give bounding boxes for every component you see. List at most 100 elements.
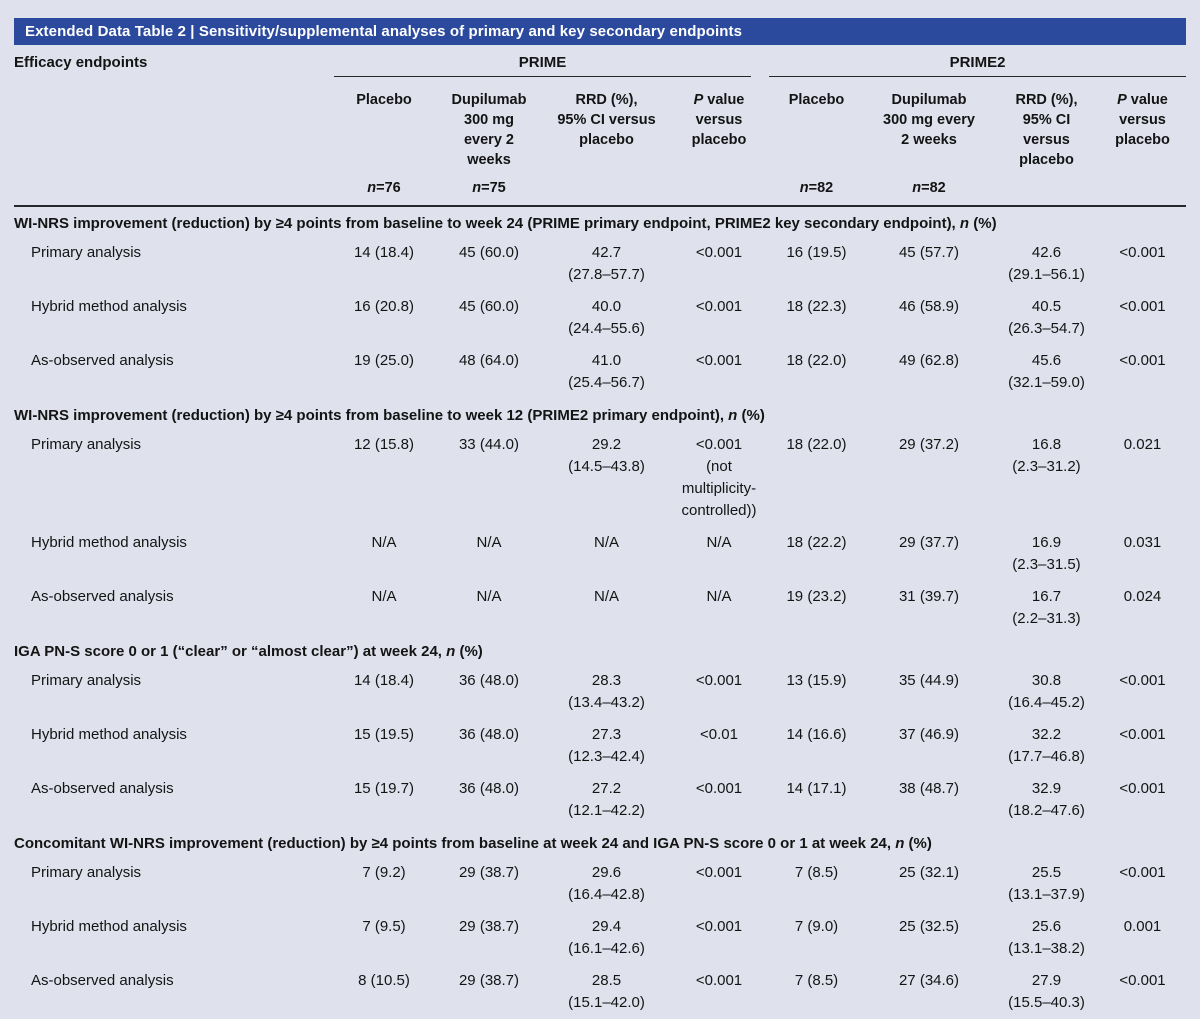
table-cell: 35 (44.9) — [898, 672, 960, 689]
table-cell: 33 (44.0) — [458, 436, 520, 453]
table-cell: 25 (32.1) — [898, 864, 960, 881]
cell-line: Placebo — [788, 92, 845, 108]
cell-line: placebo — [1115, 132, 1170, 148]
table-cell: 45 (60.0) — [458, 244, 520, 261]
group-spanner-prime: PRIME — [334, 54, 751, 77]
table-body: WI-NRS improvement (reduction) by ≥4 poi… — [14, 207, 1186, 1019]
group-spanner-prime2: PRIME2 — [769, 54, 1186, 77]
row-label: As-observed analysis — [31, 972, 174, 989]
cell-line: versus — [1023, 132, 1070, 148]
table-cell: 0.001 — [1123, 918, 1162, 935]
cell-line: Dupilumab — [451, 92, 527, 108]
cell-line: 27.9 — [1031, 972, 1062, 989]
table-cell: 13 (15.9) — [786, 672, 847, 689]
cell-line: RRD (%), — [1015, 92, 1078, 108]
cell-line: 40.5 — [1031, 298, 1062, 315]
table-cell: 16 (19.5) — [786, 244, 847, 261]
table-cell: <0.001 — [695, 352, 743, 369]
cell-line: (2.3–31.5) — [1012, 556, 1081, 573]
cell-line: (26.3–54.7) — [1008, 320, 1085, 337]
table-cell: <0.001 — [695, 244, 743, 261]
cell-line: 45.6 — [1031, 352, 1062, 369]
cell-line: 95% CI — [1022, 112, 1071, 128]
table-cell: 46 (58.9) — [898, 298, 960, 315]
cell-line: (not — [706, 458, 732, 475]
table-cell: 37 (46.9) — [898, 726, 960, 743]
table-cell: 16.7 (2.2–31.3) — [994, 586, 1099, 630]
column-header-prime2-0: Placebo n=82 — [769, 77, 864, 205]
cell-line: (15.5–40.3) — [1008, 994, 1085, 1011]
column-header-prime2-2: RRD (%), 95% CI versus placebo — [994, 77, 1099, 205]
table-cell: N/A — [706, 588, 732, 605]
cell-line: 29.6 — [591, 864, 622, 881]
table-cell: 28.3 (13.4–43.2) — [544, 670, 669, 714]
cell-line: versus — [695, 112, 743, 128]
table-cell: 25.6 (13.1–38.2) — [994, 916, 1099, 960]
table-cell: <0.001 — [1119, 244, 1166, 261]
cell-line: 42.6 — [1031, 244, 1062, 261]
table-cell: 45.6 (32.1–59.0) — [994, 350, 1099, 394]
table-cell: 16.9 (2.3–31.5) — [994, 532, 1099, 576]
column-header-lines: RRD (%), 95% CI versus placebo — [557, 90, 655, 150]
table-cell: 0.021 — [1123, 436, 1162, 453]
table-cell: 31 (39.7) — [898, 588, 960, 605]
table-cell: 19 (23.2) — [786, 588, 847, 605]
cell-line: (13.1–38.2) — [1008, 940, 1085, 957]
table-cell: 25.5 (13.1–37.9) — [994, 862, 1099, 906]
row-label: Hybrid method analysis — [31, 918, 187, 935]
table-cell: 8 (10.5) — [358, 972, 410, 989]
table-cell: <0.001 — [1119, 972, 1166, 989]
cell-line: placebo — [691, 132, 747, 148]
table-cell: <0.001 — [1119, 352, 1166, 369]
table-cell: 38 (48.7) — [898, 780, 960, 797]
row-label: Hybrid method analysis — [31, 298, 187, 315]
table-cell: <0.001 — [695, 918, 743, 935]
cell-line: multiplicity- — [681, 480, 757, 497]
column-header-lines: Dupilumab 300 mg every 2 weeks — [452, 90, 527, 170]
table-title-bar: Extended Data Table 2 | Sensitivity/supp… — [14, 18, 1186, 45]
table-cell: 45 (60.0) — [458, 298, 520, 315]
table-column-headers-row: Placebo n=76 Dupilumab 300 mg every 2 weeks n=… — [14, 77, 1186, 207]
cell-line: (27.8–57.7) — [568, 266, 645, 283]
table-cell: 12 (15.8) — [353, 436, 415, 453]
sample-size-label: n=76 — [367, 180, 401, 196]
cell-line: 2 weeks — [901, 132, 957, 148]
cell-line: Dupilumab — [891, 92, 967, 108]
table-cell: 29 (38.7) — [458, 864, 520, 881]
table-cell: 14 (18.4) — [353, 244, 415, 261]
table-row: Primary analysis 12 (15.8) 33 (44.0) 29.2 (1… — [14, 429, 1186, 527]
cell-line: P value — [1117, 92, 1168, 108]
table-cell: 7 (8.5) — [794, 972, 839, 989]
table-row: Primary analysis 14 (18.4) 36 (48.0) 28.3 (1… — [14, 665, 1186, 719]
table-row: Primary analysis 14 (18.4) 45 (60.0) 42.7 (2… — [14, 237, 1186, 291]
column-header-prime2-3: P value versus placebo — [1099, 77, 1186, 205]
table-cell: N/A — [593, 534, 619, 551]
efficacy-endpoints-label: Efficacy endpoints — [14, 54, 148, 71]
table-cell: N/A — [706, 534, 732, 551]
cell-line: 95% CI versus — [557, 112, 656, 128]
table-cell: 19 (25.0) — [353, 352, 415, 369]
table-cell: 7 (9.0) — [794, 918, 839, 935]
table-cell: 16.8 (2.3–31.2) — [994, 434, 1099, 522]
cell-line: 32.2 — [1031, 726, 1062, 743]
section-header: WI-NRS improvement (reduction) by ≥4 poi… — [14, 215, 997, 232]
cell-line: (15.1–42.0) — [568, 994, 645, 1011]
cell-line: 27.3 — [591, 726, 622, 743]
cell-line: <0.001 — [695, 436, 743, 453]
cell-line: 42.7 — [591, 244, 622, 261]
cell-line: (16.1–42.6) — [568, 940, 645, 957]
table-cell: <0.001 — [1119, 672, 1166, 689]
cell-line: 28.5 — [591, 972, 622, 989]
table-cell: 36 (48.0) — [458, 780, 520, 797]
table-row: Hybrid method analysis 16 (20.8) 45 (60.0)… — [14, 291, 1186, 345]
cell-line: weeks — [467, 152, 511, 168]
table-cell: N/A — [476, 588, 502, 605]
table-cell: <0.01 — [700, 726, 738, 743]
table-cell: 18 (22.3) — [786, 298, 847, 315]
table-cell: 42.6 (29.1–56.1) — [994, 242, 1099, 286]
table-cell: 18 (22.0) — [786, 352, 847, 369]
table-cell: 16 (20.8) — [353, 298, 415, 315]
cell-line: 300 mg every — [883, 112, 975, 128]
table-cell: 42.7 (27.8–57.7) — [544, 242, 669, 286]
row-label: Primary analysis — [31, 672, 142, 689]
